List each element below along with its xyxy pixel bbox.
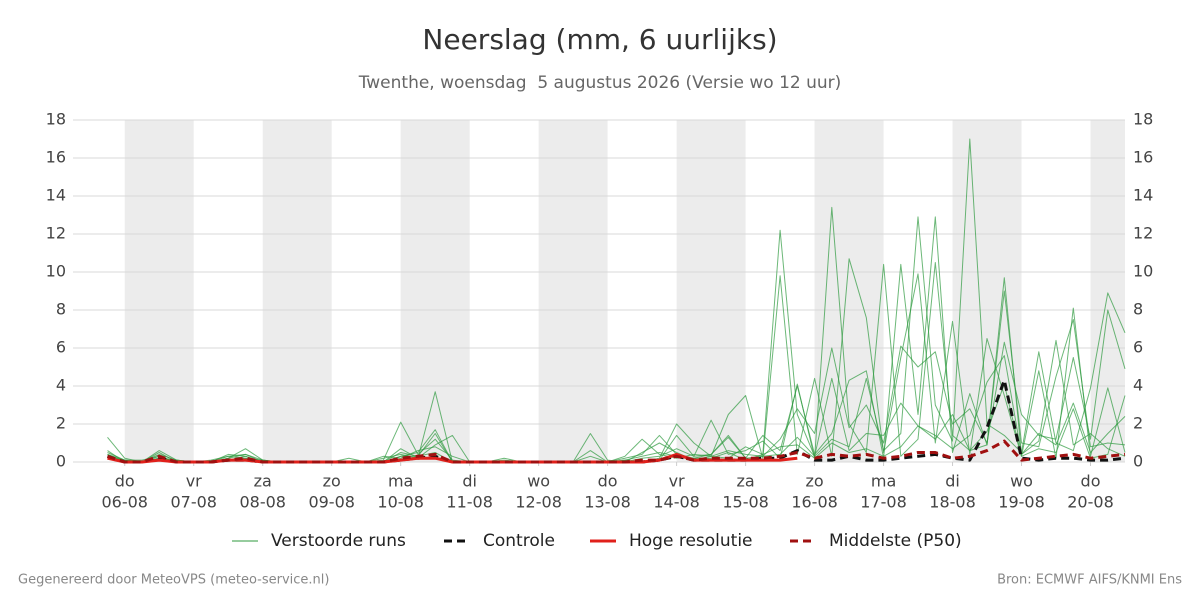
x-tick-weekday: wo xyxy=(1010,472,1033,491)
day-shade xyxy=(400,120,470,462)
day-shade xyxy=(124,120,194,462)
legend-label: Hoge resolutie xyxy=(629,531,753,551)
x-tick-weekday: do xyxy=(1081,472,1101,491)
x-tick-date: 08-08 xyxy=(239,493,286,512)
x-tick-date: 06-08 xyxy=(101,493,148,512)
x-tick-weekday: wo xyxy=(527,472,550,491)
chart-title: Neerslag (mm, 6 uurlijks) xyxy=(422,23,777,56)
x-tick-date: 07-08 xyxy=(170,493,217,512)
y2-tick-label: 10 xyxy=(1133,262,1153,281)
x-tick-weekday: ma xyxy=(871,472,896,491)
y-tick-label: 10 xyxy=(46,262,66,281)
x-tick-weekday: zo xyxy=(805,472,823,491)
x-tick-date: 16-08 xyxy=(791,493,838,512)
series-line xyxy=(107,439,1126,464)
y-tick-label: 2 xyxy=(56,414,66,433)
y2-tick-label: 12 xyxy=(1133,224,1153,243)
legend-label: Controle xyxy=(483,531,555,551)
x-tick-weekday: do xyxy=(598,472,618,491)
x-tick-weekday: di xyxy=(945,472,960,491)
x-tick-date: 11-08 xyxy=(446,493,493,512)
x-tick-date: 20-08 xyxy=(1067,493,1114,512)
y2-tick-label: 0 xyxy=(1133,452,1143,471)
x-tick-date: 10-08 xyxy=(377,493,424,512)
x-tick-date: 19-08 xyxy=(998,493,1045,512)
footer-right: Bron: ECMWF AIFS/KNMI Ens xyxy=(997,573,1182,588)
y2-tick-label: 6 xyxy=(1133,338,1143,357)
y-tick-label: 0 xyxy=(56,452,66,471)
x-tick-date: 09-08 xyxy=(308,493,355,512)
x-tick-weekday: ma xyxy=(388,472,413,491)
chart-subtitle: Twenthe, woensdag 5 augustus 2026 (Versi… xyxy=(358,73,842,93)
y2-tick-label: 8 xyxy=(1133,300,1143,319)
x-tick-date: 14-08 xyxy=(653,493,700,512)
x-tick-date: 18-08 xyxy=(929,493,976,512)
y2-tick-label: 4 xyxy=(1133,376,1143,395)
x-tick-weekday: vr xyxy=(186,472,202,491)
day-shade xyxy=(952,120,1022,462)
y-tick-label: 6 xyxy=(56,338,66,357)
x-tick-weekday: do xyxy=(115,472,135,491)
day-shade xyxy=(676,120,746,462)
x-tick-weekday: zo xyxy=(323,472,341,491)
x-tick-date: 12-08 xyxy=(515,493,562,512)
y-tick-label: 16 xyxy=(46,148,66,167)
footer-left: Gegenereerd door MeteoVPS (meteo-service… xyxy=(18,573,329,588)
y2-tick-label: 18 xyxy=(1133,110,1153,129)
y-tick-label: 4 xyxy=(56,376,66,395)
day-shade xyxy=(538,120,608,462)
x-tick-date: 13-08 xyxy=(584,493,631,512)
x-tick-weekday: za xyxy=(736,472,754,491)
legend-label: Middelste (P50) xyxy=(829,531,962,551)
legend-label: Verstoorde runs xyxy=(271,531,406,551)
y2-tick-label: 16 xyxy=(1133,148,1153,167)
y-tick-label: 18 xyxy=(46,110,66,129)
y-tick-label: 12 xyxy=(46,224,66,243)
x-tick-date: 17-08 xyxy=(860,493,907,512)
x-tick-weekday: vr xyxy=(669,472,685,491)
y2-tick-label: 2 xyxy=(1133,414,1143,433)
y-tick-label: 8 xyxy=(56,300,66,319)
x-tick-date: 15-08 xyxy=(722,493,769,512)
y2-tick-label: 14 xyxy=(1133,186,1153,205)
y-tick-label: 14 xyxy=(46,186,66,205)
day-shade xyxy=(262,120,332,462)
x-tick-weekday: di xyxy=(462,472,477,491)
day-shade xyxy=(1090,120,1125,462)
x-tick-weekday: za xyxy=(254,472,272,491)
